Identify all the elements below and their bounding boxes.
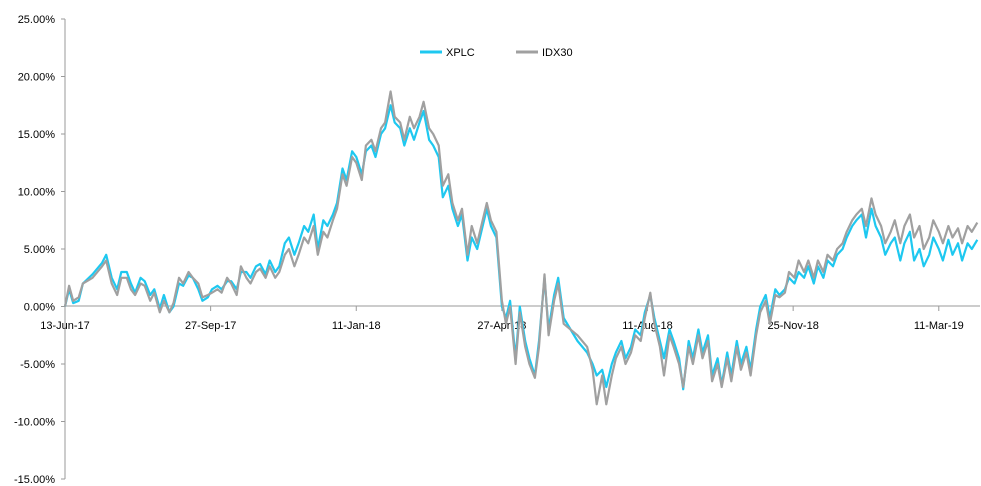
- y-tick-label: -5.00%: [20, 359, 55, 371]
- x-tick-label: 11-Mar-19: [914, 320, 964, 332]
- series-xplc: [63, 104, 979, 391]
- series-idx30: [63, 90, 979, 406]
- x-tick-label: 13-Jun-17: [40, 320, 90, 332]
- y-tick-label: 15.00%: [18, 129, 56, 141]
- series-line-idx30: [63, 90, 979, 406]
- y-tick-label: 5.00%: [24, 244, 55, 256]
- y-tick-label: -15.00%: [14, 474, 55, 486]
- y-axis: -15.00% -10.00% -5.00% 0.00% 5.00% 10.00% 15.0…: [14, 14, 66, 486]
- legend-label-idx30: IDX30: [542, 47, 573, 59]
- legend: XPLC IDX30: [420, 47, 573, 59]
- y-tick-label: 10.00%: [18, 187, 56, 199]
- series-line-xplc: [63, 104, 979, 391]
- x-tick-label: 25-Nov-18: [767, 320, 818, 332]
- x-tick-label: 11-Jan-18: [332, 320, 381, 332]
- legend-label-xplc: XPLC: [446, 47, 475, 59]
- y-tick-label: -10.00%: [14, 417, 55, 429]
- y-tick-label: 20.00%: [18, 72, 56, 84]
- x-tick-label: 27-Apr-18: [477, 320, 526, 332]
- y-tick-label: 0.00%: [24, 302, 55, 314]
- x-tick-label: 27-Sep-17: [185, 320, 236, 332]
- series-layer: [63, 90, 979, 406]
- x-axis: 13-Jun-17 27-Sep-17 11-Jan-18 27-Apr-18 11-A…: [40, 305, 980, 332]
- y-tick-label: 25.00%: [18, 14, 56, 26]
- x-tick-label: 11-Aug-18: [622, 320, 673, 332]
